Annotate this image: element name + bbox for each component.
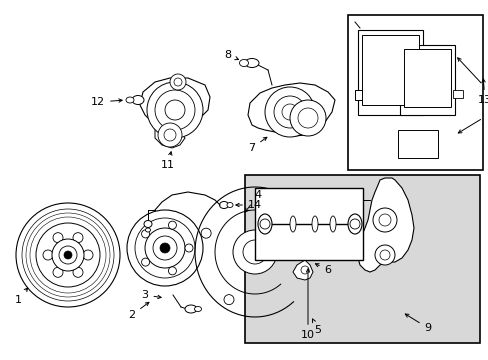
Text: 10: 10 [301, 269, 314, 340]
Bar [452, 90, 462, 98]
Circle shape [201, 228, 211, 238]
Circle shape [52, 239, 84, 271]
Circle shape [142, 230, 149, 238]
Circle shape [297, 108, 317, 128]
Bar [403, 49, 450, 107]
Ellipse shape [289, 216, 295, 232]
Text: 1: 1 [15, 288, 27, 305]
Circle shape [168, 221, 176, 229]
Circle shape [379, 250, 389, 260]
Circle shape [299, 290, 324, 314]
Ellipse shape [145, 228, 150, 232]
Circle shape [59, 246, 77, 264]
Circle shape [135, 218, 195, 278]
Text: 4: 4 [245, 190, 261, 212]
Circle shape [164, 100, 184, 120]
Ellipse shape [132, 95, 143, 104]
Circle shape [127, 210, 203, 286]
Text: 12: 12 [91, 97, 122, 107]
Circle shape [301, 266, 308, 274]
Polygon shape [155, 120, 184, 148]
Bar [419, 90, 431, 100]
Bar [254, 188, 362, 260]
Text: 11: 11 [161, 152, 175, 170]
Circle shape [170, 74, 185, 90]
Circle shape [155, 90, 195, 130]
Ellipse shape [143, 220, 152, 228]
Circle shape [158, 123, 182, 147]
Text: 14: 14 [235, 200, 262, 210]
Circle shape [53, 267, 63, 277]
Circle shape [168, 267, 176, 275]
Polygon shape [357, 178, 413, 272]
Circle shape [145, 228, 184, 268]
Circle shape [232, 230, 276, 274]
Text: 3: 3 [141, 290, 161, 300]
Text: 9: 9 [405, 314, 431, 333]
Ellipse shape [184, 305, 197, 313]
Ellipse shape [194, 306, 201, 311]
Circle shape [53, 233, 63, 243]
Circle shape [16, 203, 120, 307]
Circle shape [264, 87, 314, 137]
Circle shape [224, 294, 234, 305]
Circle shape [160, 243, 170, 253]
Circle shape [142, 258, 149, 266]
Bar [399, 45, 454, 115]
Ellipse shape [219, 202, 228, 208]
Bar [396, 90, 406, 98]
Bar [361, 35, 418, 105]
Circle shape [153, 236, 177, 260]
Ellipse shape [244, 58, 259, 68]
Circle shape [293, 284, 329, 320]
Ellipse shape [329, 216, 335, 232]
Text: 5: 5 [312, 319, 321, 335]
Circle shape [305, 296, 317, 308]
Circle shape [174, 78, 182, 86]
Ellipse shape [311, 216, 317, 232]
Bar [347, 15, 482, 170]
Circle shape [147, 82, 203, 138]
Ellipse shape [347, 214, 361, 234]
Circle shape [83, 250, 93, 260]
Circle shape [289, 100, 325, 136]
Circle shape [36, 223, 100, 287]
Ellipse shape [239, 59, 248, 67]
Circle shape [349, 219, 359, 229]
Polygon shape [140, 78, 209, 122]
Circle shape [282, 104, 297, 120]
Text: 13: 13 [477, 79, 488, 105]
Circle shape [378, 214, 390, 226]
Bar [357, 30, 422, 115]
Circle shape [374, 245, 394, 265]
Polygon shape [292, 260, 312, 280]
Text: 8: 8 [224, 50, 238, 60]
Circle shape [73, 267, 83, 277]
Bar [244, 175, 479, 343]
Ellipse shape [126, 97, 134, 103]
Circle shape [184, 244, 193, 252]
Text: 6: 6 [315, 264, 331, 275]
Circle shape [73, 233, 83, 243]
Circle shape [163, 129, 176, 141]
Text: 2: 2 [128, 302, 149, 320]
Circle shape [273, 96, 305, 128]
Bar [354, 90, 366, 100]
Circle shape [260, 219, 269, 229]
Text: 7: 7 [248, 137, 266, 153]
Ellipse shape [258, 214, 271, 234]
Circle shape [372, 208, 396, 232]
Polygon shape [247, 83, 334, 136]
Circle shape [64, 251, 72, 259]
Circle shape [43, 250, 53, 260]
Bar [397, 130, 437, 158]
Ellipse shape [226, 202, 232, 207]
Circle shape [243, 240, 266, 264]
